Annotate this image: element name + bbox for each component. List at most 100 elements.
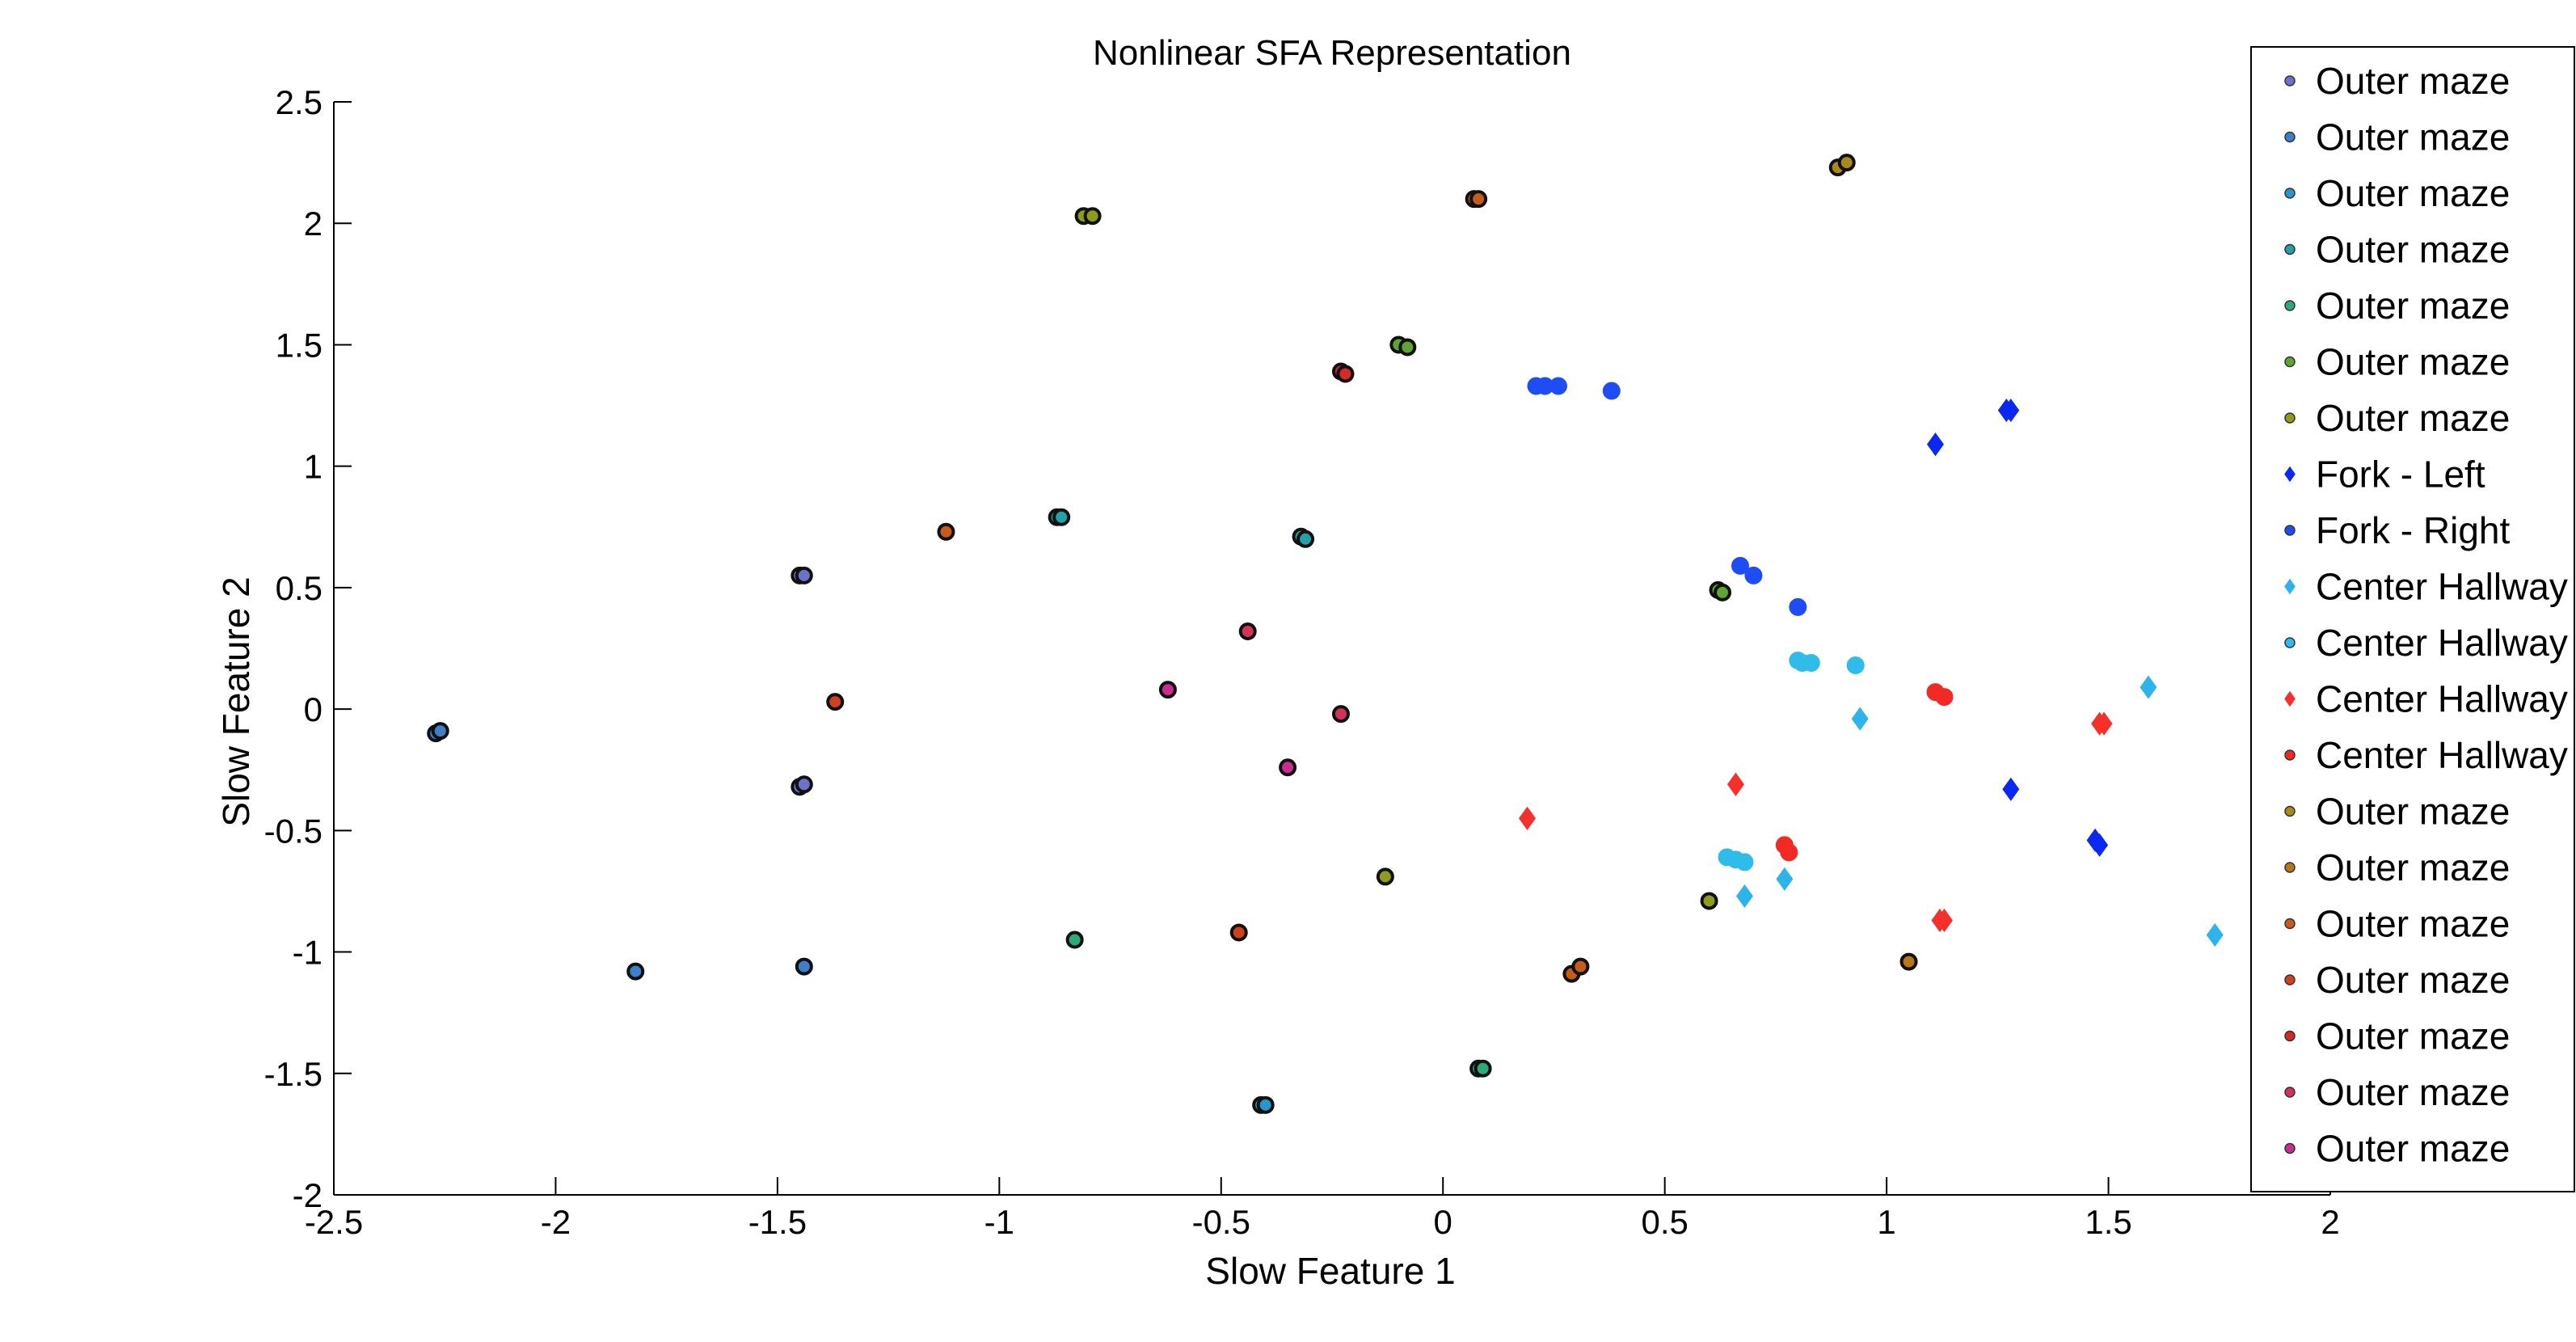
data-point	[2140, 675, 2157, 699]
data-point	[1083, 207, 1102, 226]
series-13	[1828, 154, 1856, 177]
legend-label: Center Hallway	[2316, 566, 2568, 608]
legend-box	[2250, 46, 2575, 1192]
x-axis-label: Slow Feature 1	[1205, 1250, 1455, 1292]
series-5	[1389, 336, 1732, 601]
legend-marker	[2284, 75, 2296, 87]
legend-marker	[2284, 1030, 2296, 1042]
legend-marker	[2284, 749, 2296, 761]
data-point	[1052, 508, 1071, 526]
y-tick-label: -0.5	[264, 812, 323, 850]
legend-label: Center Hallway	[2316, 678, 2568, 720]
y-tick-label: 2	[304, 205, 323, 243]
y-tick-label: -1.5	[264, 1055, 323, 1093]
data-point	[1846, 656, 1865, 675]
data-point	[1935, 688, 1954, 707]
series-9	[1735, 675, 2224, 947]
series-16	[826, 693, 1248, 942]
data-point	[2091, 833, 2109, 857]
legend-marker	[2284, 690, 2296, 707]
legend-label: Fork - Right	[2316, 509, 2510, 551]
x-tick-label: 1.5	[2085, 1203, 2131, 1241]
data-point	[1519, 806, 1536, 830]
legend-label: Outer maze	[2316, 959, 2510, 1001]
series-0	[791, 566, 813, 796]
data-point	[1238, 622, 1257, 640]
data-point	[1065, 931, 1084, 949]
x-tick-label: 1	[1877, 1203, 1895, 1241]
data-point	[1279, 758, 1297, 777]
y-tick-label: 0.5	[276, 569, 323, 607]
data-point	[626, 962, 645, 981]
y-tick-label: -1	[293, 934, 323, 972]
legend-marker	[2284, 637, 2296, 648]
x-tick-label: -2.5	[305, 1203, 363, 1241]
legend-marker	[2284, 466, 2296, 483]
legend-label: Center Hallway	[2316, 734, 2568, 776]
series-10	[1718, 652, 1865, 871]
data-point	[1837, 154, 1856, 172]
legend-marker	[2284, 188, 2296, 199]
legend-marker	[2284, 578, 2296, 595]
data-point	[1256, 1095, 1275, 1114]
legend-label: Outer maze	[2316, 60, 2510, 102]
y-tick-label: 1	[304, 448, 323, 486]
data-point	[1336, 365, 1355, 383]
legend-label: Outer maze	[2316, 1128, 2510, 1170]
x-tick-label: -1	[984, 1203, 1014, 1241]
legend-label: Outer maze	[2316, 341, 2510, 383]
legend-marker	[2284, 805, 2296, 817]
series-15	[937, 190, 1590, 983]
data-point	[1469, 190, 1488, 209]
legend-marker	[2284, 131, 2296, 143]
data-point	[2095, 711, 2113, 736]
legend-marker	[2284, 300, 2296, 311]
legend-label: Outer maze	[2316, 791, 2510, 833]
data-point	[2206, 922, 2224, 947]
data-point	[1802, 654, 1820, 673]
y-tick-label: 2.5	[276, 83, 323, 121]
data-point	[1474, 1059, 1492, 1078]
legend: Outer maze Outer maze Outer maze Outer maze…	[2250, 46, 2575, 1192]
x-tick-label: -2	[541, 1203, 571, 1241]
legend-marker	[2284, 862, 2296, 873]
data-point	[1776, 867, 1794, 891]
legend-label: Outer maze	[2316, 1015, 2510, 1057]
y-tick-label: 1.5	[276, 326, 323, 364]
data-point	[1549, 377, 1567, 395]
y-tick-label: 0	[304, 690, 323, 728]
legend-label: Outer maze	[2316, 846, 2510, 888]
legend-label: Center Hallway	[2316, 622, 2568, 664]
data-point	[1602, 382, 1621, 400]
data-point	[1744, 566, 1763, 584]
series-4	[1065, 931, 1492, 1078]
data-point	[1376, 867, 1394, 886]
legend-label: Outer maze	[2316, 285, 2510, 327]
legend-label: Outer maze	[2316, 172, 2510, 214]
legend-marker	[2284, 974, 2296, 985]
data-point	[1927, 433, 1944, 457]
series-2	[1252, 1095, 1275, 1114]
data-point	[1789, 597, 1807, 616]
data-point	[826, 693, 845, 711]
data-point	[1735, 884, 1753, 909]
data-point	[795, 775, 813, 794]
series-3	[1048, 508, 1315, 548]
data-point	[1935, 908, 1953, 933]
legend-marker	[2284, 356, 2296, 368]
series-14	[1899, 952, 1918, 971]
series-18	[1238, 622, 1350, 724]
x-tick-label: 0.5	[1641, 1203, 1688, 1241]
series-17	[1331, 362, 1355, 383]
data-point	[1714, 583, 1732, 601]
series-11	[1519, 711, 2113, 933]
legend-marker	[2284, 412, 2296, 424]
legend-label: Outer maze	[2316, 397, 2510, 439]
axes: -2.5 -2 -1.5 -1 -0.5 0 0.5 1 1.5 22.521.510.50-0.…	[264, 83, 2340, 1241]
chart-title: Nonlinear SFA Representation	[1093, 33, 1571, 73]
data-point	[1735, 853, 1754, 871]
y-axis-label: Slow Feature 2	[215, 576, 257, 826]
legend-label: Outer maze	[2316, 229, 2510, 271]
data-points	[427, 154, 2224, 1114]
